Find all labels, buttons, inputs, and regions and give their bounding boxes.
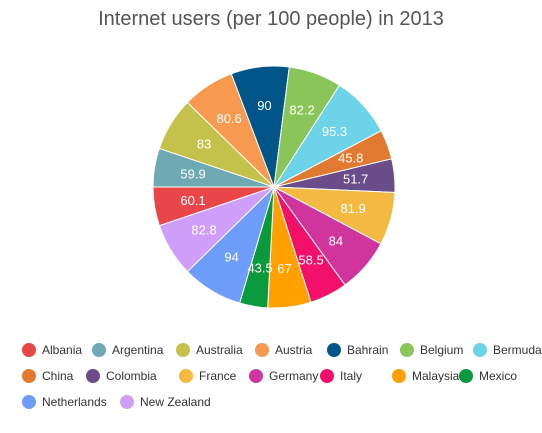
legend-swatch (22, 343, 36, 357)
data-label-bahrain: 90 (257, 98, 271, 113)
legend-label: Bermuda (493, 343, 542, 357)
legend-item-germany[interactable]: Germany (249, 366, 318, 386)
legend-item-australia[interactable]: Australia (176, 340, 243, 360)
legend-label: Australia (196, 343, 243, 357)
data-label-china: 45.8 (338, 151, 363, 166)
legend-item-albania[interactable]: Albania (22, 340, 82, 360)
data-label-bermuda: 95.3 (322, 124, 347, 139)
legend-swatch (392, 369, 406, 383)
legend-label: Bahrain (347, 343, 389, 357)
legend-swatch (400, 343, 414, 357)
chart-title: Internet users (per 100 people) in 2013 (98, 8, 444, 30)
legend-label: Netherlands (42, 395, 107, 409)
legend-item-colombia[interactable]: Colombia (86, 366, 157, 386)
legend-swatch (179, 369, 193, 383)
data-label-argentina: 59.9 (180, 166, 205, 181)
legend-swatch (22, 395, 36, 409)
legend-swatch (86, 369, 100, 383)
legend-swatch (120, 395, 134, 409)
legend-swatch (459, 369, 473, 383)
data-label-malaysia: 67 (277, 261, 291, 276)
data-label-australia: 83 (197, 137, 211, 152)
legend-item-argentina[interactable]: Argentina (92, 340, 163, 360)
legend-label: Belgium (420, 343, 464, 357)
data-label-austria: 80.6 (216, 111, 241, 126)
legend-label: France (199, 369, 237, 383)
data-label-albania: 60.1 (180, 193, 205, 208)
legend-swatch (249, 369, 263, 383)
legend-swatch (320, 369, 334, 383)
legend-swatch (255, 343, 269, 357)
legend-label: Colombia (106, 369, 157, 383)
pie-slice-new-zealand[interactable] (158, 186, 275, 273)
data-label-italy: 58.5 (298, 253, 323, 268)
legend-item-belgium[interactable]: Belgium (400, 340, 463, 360)
legend-item-mexico[interactable]: Mexico (459, 366, 517, 386)
legend-swatch (92, 343, 106, 357)
legend-item-bermuda[interactable]: Bermuda (473, 340, 542, 360)
data-label-netherlands: 94 (224, 250, 238, 265)
legend-item-france[interactable]: France (179, 366, 236, 386)
data-label-colombia: 51.7 (343, 172, 368, 187)
legend-label: New Zealand (140, 395, 211, 409)
legend-item-netherlands[interactable]: Netherlands (22, 392, 107, 412)
legend-item-austria[interactable]: Austria (255, 340, 312, 360)
legend-item-new-zealand[interactable]: New Zealand (120, 392, 211, 412)
data-label-mexico: 43.5 (247, 260, 272, 275)
legend-item-italy[interactable]: Italy (320, 366, 362, 386)
legend-swatch (327, 343, 341, 357)
legend-item-malaysia[interactable]: Malaysia (392, 366, 459, 386)
legend-label: Italy (340, 369, 363, 383)
legend-item-china[interactable]: China (22, 366, 73, 386)
legend-label: Malaysia (412, 369, 460, 383)
legend-swatch (22, 369, 36, 383)
legend-label: Argentina (112, 343, 164, 357)
legend-label: Mexico (479, 369, 518, 383)
data-label-france: 81.9 (340, 201, 365, 216)
legend-swatch (473, 343, 487, 357)
data-label-germany: 84 (329, 233, 343, 248)
legend-item-bahrain[interactable]: Bahrain (327, 340, 388, 360)
legend-label: Austria (275, 343, 313, 357)
legend-label: China (42, 369, 74, 383)
legend-label: Germany (269, 369, 319, 383)
legend-label: Albania (42, 343, 83, 357)
data-label-belgium: 82.2 (289, 102, 314, 117)
legend-swatch (176, 343, 190, 357)
data-label-new-zealand: 82.8 (191, 222, 216, 237)
